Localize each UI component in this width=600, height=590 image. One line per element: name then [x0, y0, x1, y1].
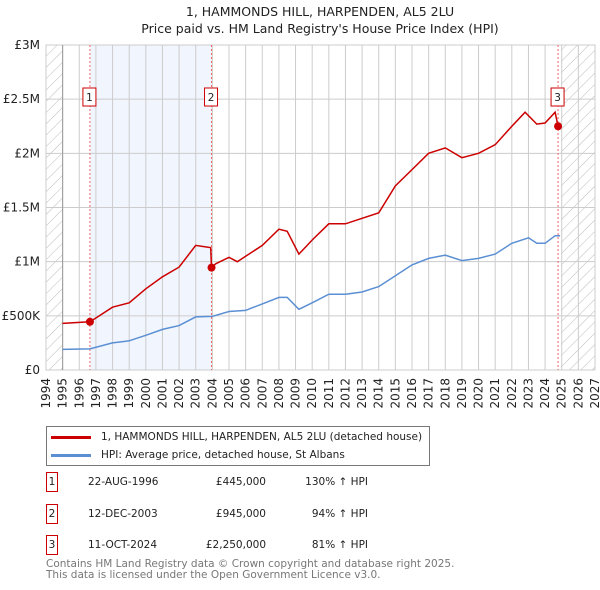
- y-tick-label: £500K: [2, 309, 42, 323]
- sale-date: 22-AUG-1996: [88, 476, 159, 488]
- y-tick-label: £0: [25, 363, 40, 377]
- x-tick-label: 2009: [289, 378, 303, 409]
- x-tick-label: 2002: [172, 378, 186, 409]
- x-tick-label: 2005: [222, 378, 236, 409]
- y-tick-label: £2.5M: [3, 92, 40, 106]
- sale-date: 11-OCT-2024: [88, 539, 157, 551]
- hpi-line: [62, 234, 561, 351]
- sale-marker: 3: [46, 535, 58, 555]
- sale-hpi-change: 81% ↑ HPI: [311, 539, 368, 551]
- footer-licence: This data is licensed under the Open Gov…: [46, 569, 381, 581]
- sale-label: 2: [208, 92, 215, 104]
- sale-label: 3: [554, 92, 561, 104]
- sale-date: 12-DEC-2003: [88, 508, 158, 520]
- x-tick-label: 2020: [472, 378, 486, 409]
- sale-label-box: [82, 87, 97, 107]
- x-tick-label: 2019: [455, 378, 469, 409]
- sale-marker: 1: [46, 472, 58, 492]
- legend-swatch-red: [51, 435, 91, 439]
- price-chart: 1, HAMMONDS HILL, HARPENDEN, AL5 2LU Pri…: [2, 4, 600, 409]
- sale-price: £945,000: [215, 508, 266, 520]
- x-tick-label: 2000: [139, 378, 153, 409]
- x-tick-label: 2007: [255, 378, 269, 409]
- legend-label: 1, HAMMONDS HILL, HARPENDEN, AL5 2LU (de…: [101, 431, 423, 443]
- x-tick-label: 2004: [205, 378, 219, 409]
- y-tick-label: £1M: [14, 255, 40, 269]
- footer-copyright: Contains HM Land Registry data © Crown c…: [46, 558, 455, 570]
- sale-point: [207, 263, 216, 272]
- sale-price: £445,000: [215, 476, 266, 488]
- sale-price: £2,250,000: [205, 539, 266, 551]
- sale-hpi-change: 130% ↑ HPI: [305, 476, 368, 488]
- legend-swatch-blue: [51, 453, 91, 457]
- sale-point: [554, 122, 563, 131]
- x-tick-label: 2014: [372, 378, 386, 409]
- x-tick-label: 2001: [155, 378, 169, 409]
- x-tick-label: 2011: [322, 378, 336, 409]
- sale-row: 2 12-DEC-2003 £945,000 94% ↑ HPI: [46, 504, 546, 526]
- sale-marker: 2: [46, 504, 58, 524]
- legend-label: HPI: Average price, detached house, St A…: [101, 449, 345, 461]
- x-tick-label: 2027: [588, 378, 600, 409]
- chart-title: 1, HAMMONDS HILL, HARPENDEN, AL5 2LU: [186, 4, 454, 19]
- x-tick-label: 1996: [72, 378, 86, 409]
- x-tick-label: 2022: [505, 378, 519, 409]
- plot-frame: [45, 44, 596, 371]
- x-tick-label: 2023: [521, 378, 535, 409]
- x-tick-label: 2006: [239, 378, 253, 409]
- x-tick-label: 2015: [388, 378, 402, 409]
- x-tick-label: 2021: [488, 378, 502, 409]
- y-tick-label: £1.5M: [3, 201, 40, 215]
- sale-row: 3 11-OCT-2024 £2,250,000 81% ↑ HPI: [46, 535, 546, 557]
- x-tick-label: 2016: [405, 378, 419, 409]
- chart-subtitle: Price paid vs. HM Land Registry's House …: [141, 21, 498, 36]
- x-tick-label: 2018: [438, 378, 452, 409]
- x-tick-label: 2017: [422, 378, 436, 409]
- x-tick-label: 2025: [555, 378, 569, 409]
- sale-label-box: [204, 87, 219, 107]
- sale-row: 1 22-AUG-1996 £445,000 130% ↑ HPI: [46, 472, 546, 494]
- x-tick-label: 2024: [538, 378, 552, 409]
- x-tick-label: 1994: [39, 378, 53, 409]
- sale-hpi-change: 94% ↑ HPI: [311, 508, 368, 520]
- legend-item-property: 1, HAMMONDS HILL, HARPENDEN, AL5 2LU (de…: [51, 431, 422, 443]
- x-tick-label: 2026: [571, 378, 585, 409]
- sale-point: [85, 317, 94, 326]
- x-tick-label: 1995: [56, 378, 70, 409]
- footer: Contains HM Land Registry data © Crown c…: [46, 559, 454, 581]
- legend-item-hpi: HPI: Average price, detached house, St A…: [51, 449, 345, 461]
- x-tick-label: 1997: [89, 378, 103, 409]
- x-tick-label: 2010: [305, 378, 319, 409]
- legend: 1, HAMMONDS HILL, HARPENDEN, AL5 2LU (de…: [46, 426, 430, 466]
- x-tick-label: 1999: [122, 378, 136, 409]
- x-tick-label: 2003: [189, 378, 203, 409]
- x-tick-label: 1998: [106, 378, 120, 409]
- y-tick-label: £3M: [14, 38, 40, 52]
- x-tick-label: 2012: [338, 378, 352, 409]
- price-paid-line: [62, 110, 561, 325]
- y-tick-label: £2M: [14, 146, 40, 160]
- sale-label: 1: [86, 92, 93, 104]
- x-tick-label: 2008: [272, 378, 286, 409]
- sale-label-box: [550, 87, 565, 107]
- x-tick-label: 2013: [355, 378, 369, 409]
